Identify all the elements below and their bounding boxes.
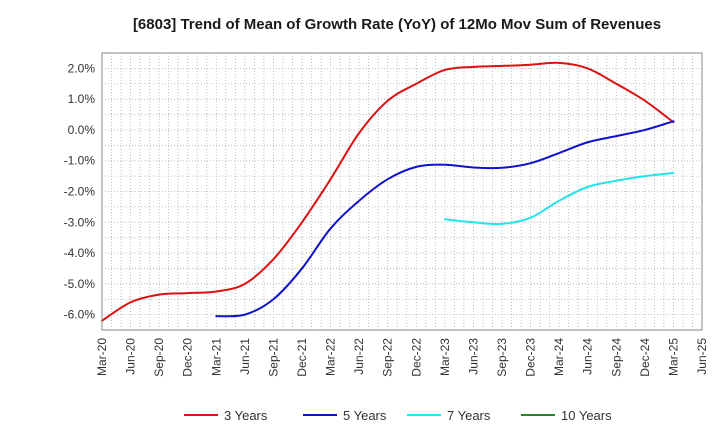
grid-lines (102, 53, 702, 330)
y-tick-label: -1.0% (64, 154, 96, 168)
chart-title: [6803] Trend of Mean of Growth Rate (YoY… (133, 16, 661, 33)
x-tick-label: Mar-25 (666, 338, 680, 376)
y-tick-label: -4.0% (64, 246, 96, 260)
x-tick-label: Sep-22 (381, 338, 395, 377)
x-tick-label: Sep-21 (266, 338, 280, 377)
series-line-5-years (215, 120, 675, 318)
y-axis-ticks: 2.0% 1.0% 0.0% -1.0% -2.0% -3.0% -4.0% -5.0% -6.… (64, 61, 96, 321)
series-line-3-years (101, 61, 675, 322)
x-tick-label: Dec-24 (638, 338, 652, 377)
x-tick-label: Dec-22 (409, 338, 423, 377)
x-tick-label: Mar-21 (209, 338, 223, 376)
x-tick-label: Mar-22 (324, 338, 338, 376)
y-tick-label: -2.0% (64, 185, 96, 199)
x-tick-label: Sep-23 (495, 338, 509, 377)
x-tick-label: Mar-20 (95, 338, 109, 376)
x-tick-label: Jun-24 (581, 338, 595, 375)
x-tick-label: Jun-21 (238, 338, 252, 375)
x-tick-label: Jun-25 (695, 338, 709, 375)
x-tick-label: Sep-20 (152, 338, 166, 377)
series-line-7-years (443, 172, 675, 226)
y-tick-label: 2.0% (68, 61, 96, 75)
x-tick-label: Mar-24 (552, 338, 566, 376)
y-tick-label: 0.0% (68, 123, 96, 137)
x-tick-label: Mar-23 (438, 338, 452, 376)
x-axis-ticks: Mar-20 Jun-20 Sep-20 Dec-20 Mar-21 Jun-21 Sep-… (95, 338, 709, 377)
legend-label-7-years: 7 Years (447, 408, 491, 423)
y-tick-label: -3.0% (64, 215, 96, 229)
legend: 3 Years 5 Years 7 Years 10 Years (184, 408, 612, 423)
x-tick-label: Dec-23 (524, 338, 538, 377)
series-lines (101, 61, 675, 322)
x-tick-label: Dec-21 (295, 338, 309, 377)
y-tick-label: 1.0% (68, 92, 96, 106)
x-tick-label: Sep-24 (609, 338, 623, 377)
legend-label-3-years: 3 Years (224, 408, 268, 423)
x-tick-label: Jun-22 (352, 338, 366, 375)
x-tick-label: Jun-23 (466, 338, 480, 375)
legend-label-5-years: 5 Years (343, 408, 387, 423)
x-tick-label: Jun-20 (124, 338, 138, 375)
legend-label-10-years: 10 Years (561, 408, 612, 423)
y-tick-label: -6.0% (64, 308, 96, 322)
y-tick-label: -5.0% (64, 277, 96, 291)
plot-border (101, 52, 703, 331)
x-tick-label: Dec-20 (181, 338, 195, 377)
